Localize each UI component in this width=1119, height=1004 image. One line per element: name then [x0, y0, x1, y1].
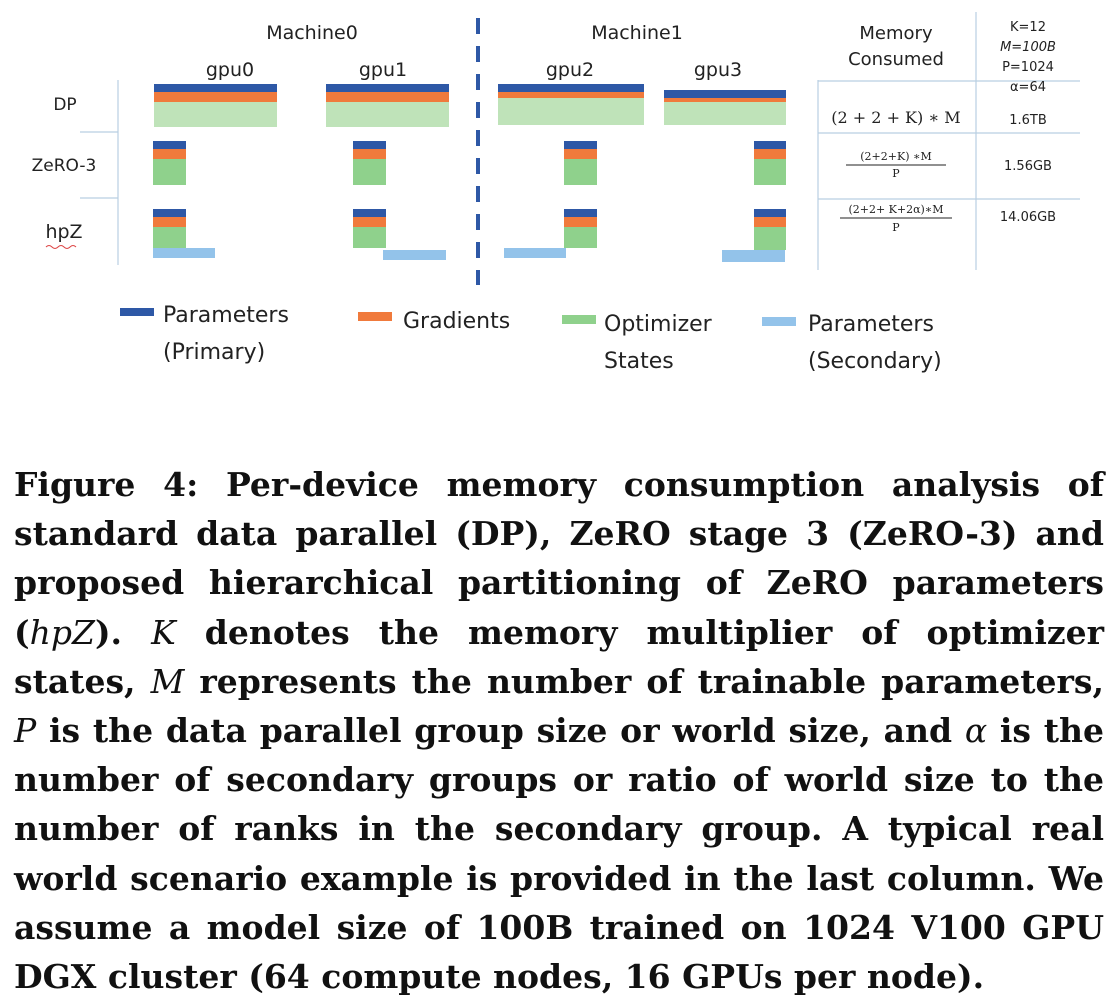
- hpz-gpu0-secondary-parameters: [153, 248, 215, 258]
- caption-text-5: is the data parallel group size or world…: [36, 711, 965, 751]
- dp-gpu2-parameters: [498, 84, 644, 92]
- dp-gpu1-gradients: [326, 92, 449, 102]
- caption-k-symbol: K: [151, 612, 176, 652]
- caption-text-6: is the number of secondary groups or rat…: [14, 711, 1105, 997]
- gpu1-label: gpu1: [359, 59, 407, 81]
- hpz-gpu3-parameters: [754, 209, 786, 217]
- legend-swatch-gradients: [358, 312, 392, 321]
- caption-text-1: Figure 4: Per-device memory consumption …: [14, 465, 1104, 652]
- dp-gpu3-gradients: [664, 98, 786, 102]
- spellcheck-underline: [45, 245, 77, 249]
- zero3-gpu3-gradients: [754, 149, 786, 159]
- memory-figure: Machine0 Machine1 gpu0 gpu1 gpu2 gpu3 DP…: [32, 12, 1080, 374]
- zero3-gpu0-optimizer-states: [153, 159, 186, 185]
- hpz-gpu2-secondary-parameters: [504, 248, 566, 258]
- gpu3-label: gpu3: [694, 59, 742, 81]
- row-label-hpz: hpZ: [45, 221, 82, 243]
- legend-label-parameters-secondary-sub: (Secondary): [808, 349, 942, 374]
- formula-zero3-numerator: (2+2+K) ∗M: [860, 150, 931, 163]
- hpz-gpu1-optimizer-states: [353, 227, 386, 248]
- caption-text-4: represents the number of trainable param…: [184, 661, 1104, 701]
- hpz-gpu1-secondary-parameters: [383, 250, 446, 260]
- zero3-gpu3-parameters: [754, 141, 786, 149]
- caption-hpz: hpZ: [29, 612, 95, 652]
- hpz-gpu3-secondary-parameters: [722, 250, 785, 262]
- hpz-bars: [153, 209, 786, 262]
- legend-swatch-optimizer-states: [562, 315, 596, 324]
- hpz-gpu3-gradients: [754, 217, 786, 227]
- machine0-label: Machine0: [266, 22, 358, 44]
- machine1-label: Machine1: [591, 22, 683, 44]
- zero3-gpu1-parameters: [353, 141, 386, 149]
- caption-m-symbol: M: [150, 661, 185, 701]
- dp-gpu2-optimizer-states: [498, 98, 644, 125]
- hpz-gpu0-parameters: [153, 209, 186, 217]
- formula-hpz-numerator: (2+2+ K+2α)∗M: [848, 203, 943, 216]
- legend-label-optimizer-states-sub: States: [604, 349, 674, 374]
- hpz-gpu2-parameters: [564, 209, 597, 217]
- memory-header-line2: Consumed: [848, 49, 944, 70]
- table-grid-lines: [80, 12, 1080, 270]
- caption-text-3: denotes the memory multiplier of optimiz…: [14, 612, 1104, 701]
- example-m: M=100B: [1000, 40, 1056, 55]
- zero3-gpu0-gradients: [153, 149, 186, 159]
- formula-zero3-denominator: P: [892, 167, 900, 180]
- legend-label-parameters-primary: Parameters: [163, 303, 289, 328]
- legend-swatch-parameters-primary: [120, 308, 154, 316]
- memory-header-line1: Memory: [859, 23, 933, 44]
- dp-gpu0-gradients: [154, 92, 277, 102]
- legend-label-parameters-secondary: Parameters: [808, 312, 934, 337]
- dp-gpu2-gradients: [498, 92, 644, 98]
- caption-alpha-symbol: α: [964, 711, 988, 751]
- dp-gpu1-optimizer-states: [326, 102, 449, 127]
- example-k: K=12: [1010, 20, 1046, 35]
- example-value-dp: 1.6TB: [1009, 113, 1047, 128]
- legend-swatch-parameters-secondary: [762, 317, 796, 326]
- gpu0-label: gpu0: [206, 59, 254, 81]
- hpz-gpu1-parameters: [353, 209, 386, 217]
- dp-gpu0-optimizer-states: [154, 102, 277, 127]
- dp-gpu1-parameters: [326, 84, 449, 92]
- caption-p-symbol: P: [14, 711, 37, 751]
- example-value-zero3: 1.56GB: [1004, 159, 1052, 174]
- row-label-dp: DP: [53, 95, 76, 115]
- hpz-gpu0-optimizer-states: [153, 227, 186, 248]
- zero3-gpu2-parameters: [564, 141, 597, 149]
- zero3-gpu1-optimizer-states: [353, 159, 386, 185]
- formula-dp: (2 + 2 + K) ∗ M: [831, 108, 960, 127]
- figure-caption: Figure 4: Per-device memory consumption …: [14, 460, 1104, 1001]
- example-value-hpz: 14.06GB: [1000, 210, 1056, 225]
- dp-gpu3-optimizer-states: [664, 102, 786, 125]
- hpz-gpu1-gradients: [353, 217, 386, 227]
- zero3-gpu2-optimizer-states: [564, 159, 597, 185]
- dp-gpu0-parameters: [154, 84, 277, 92]
- zero3-gpu2-gradients: [564, 149, 597, 159]
- legend-label-optimizer-states: Optimizer: [604, 312, 713, 337]
- zero3-gpu0-parameters: [153, 141, 186, 149]
- legend-label-parameters-primary-sub: (Primary): [163, 340, 265, 365]
- gpu2-label: gpu2: [546, 59, 594, 81]
- example-p: P=1024: [1002, 60, 1054, 75]
- zero3-gpu1-gradients: [353, 149, 386, 159]
- row-label-zero3: ZeRO-3: [32, 156, 97, 176]
- legend-label-gradients: Gradients: [403, 309, 510, 334]
- hpz-gpu0-gradients: [153, 217, 186, 227]
- zero3-gpu3-optimizer-states: [754, 159, 786, 185]
- hpz-gpu2-optimizer-states: [564, 227, 597, 248]
- caption-text-2: ).: [94, 612, 152, 652]
- formula-hpz-denominator: P: [892, 221, 900, 234]
- dp-gpu3-parameters: [664, 90, 786, 98]
- zero3-bars: [153, 141, 786, 185]
- example-alpha: α=64: [1010, 80, 1046, 95]
- hpz-gpu3-optimizer-states: [754, 227, 786, 250]
- dp-bars: [154, 84, 786, 127]
- hpz-gpu2-gradients: [564, 217, 597, 227]
- legend: Parameters (Primary) Gradients Optimizer…: [120, 303, 942, 374]
